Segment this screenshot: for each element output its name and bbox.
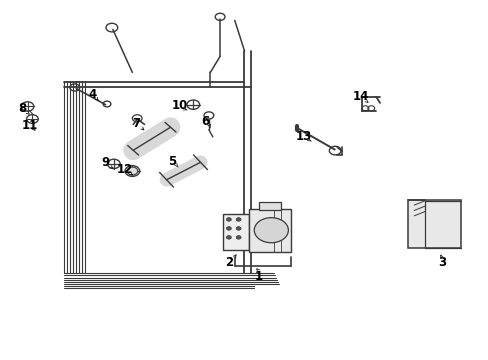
Text: 13: 13 bbox=[295, 130, 311, 143]
Text: 1: 1 bbox=[255, 270, 263, 283]
Circle shape bbox=[226, 226, 231, 230]
Bar bbox=[249, 209, 290, 252]
Bar bbox=[259, 202, 281, 211]
Bar bbox=[222, 214, 249, 250]
Text: 11: 11 bbox=[22, 119, 38, 132]
Circle shape bbox=[226, 218, 231, 221]
Circle shape bbox=[236, 235, 241, 239]
Text: 12: 12 bbox=[117, 163, 133, 176]
Text: 10: 10 bbox=[172, 99, 188, 112]
Text: 8: 8 bbox=[19, 102, 27, 115]
Text: 7: 7 bbox=[132, 117, 140, 130]
Circle shape bbox=[226, 235, 231, 239]
Text: 3: 3 bbox=[437, 256, 445, 269]
Circle shape bbox=[236, 226, 241, 230]
Text: 2: 2 bbox=[224, 256, 232, 269]
Circle shape bbox=[127, 167, 138, 175]
Text: 14: 14 bbox=[352, 90, 368, 103]
Circle shape bbox=[236, 218, 241, 221]
Text: 5: 5 bbox=[168, 155, 176, 168]
Circle shape bbox=[254, 218, 288, 243]
Text: 9: 9 bbox=[101, 156, 109, 169]
Bar bbox=[407, 200, 461, 248]
Text: 4: 4 bbox=[88, 88, 96, 101]
Text: 6: 6 bbox=[201, 115, 209, 128]
